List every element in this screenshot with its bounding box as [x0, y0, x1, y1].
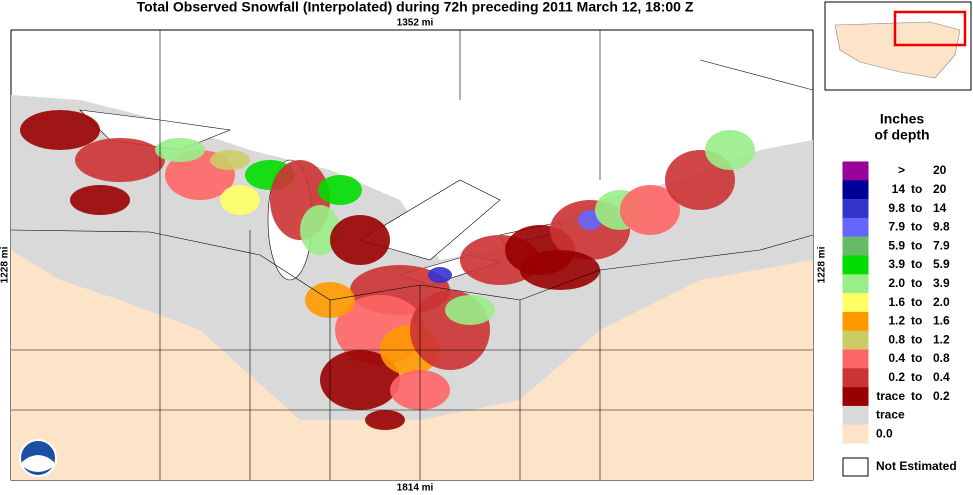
snow-areas	[20, 110, 755, 430]
snow-area	[620, 185, 680, 235]
legend-low: trace	[876, 408, 905, 422]
legend-high: 0.8	[933, 351, 950, 365]
legend-low: 7.9	[888, 220, 905, 234]
legend-swatch	[842, 405, 869, 425]
legend-high: 2.0	[933, 295, 950, 309]
legend-sep: to	[911, 220, 922, 234]
snow-area	[210, 150, 250, 170]
snow-area	[75, 138, 165, 182]
legend-low: 5.9	[888, 238, 905, 252]
legend-sep: to	[911, 257, 922, 271]
legend-high: 20	[933, 182, 947, 196]
legend-low: 1.6	[888, 295, 905, 309]
legend-swatch	[842, 349, 869, 369]
legend-swatch	[842, 255, 869, 275]
province-lines	[459, 30, 814, 180]
legend-sep: to	[911, 238, 922, 252]
snow-area	[155, 138, 205, 162]
snow-area	[70, 185, 130, 215]
legend-low: 0.2	[888, 370, 905, 384]
legend-title: of depth	[874, 127, 929, 143]
legend-sep: to	[911, 276, 922, 290]
snow-area	[330, 215, 390, 265]
legend-sep: to	[911, 370, 922, 384]
legend-high: 0.2	[933, 389, 950, 403]
legend-swatch	[842, 199, 869, 219]
legend-swatch	[842, 311, 869, 331]
legend-swatch	[842, 293, 869, 313]
borders	[10, 30, 814, 480]
legend-low: 9.8	[888, 201, 905, 215]
legend-sep: to	[911, 182, 922, 196]
map	[10, 29, 814, 481]
legend-low: 0.8	[888, 332, 905, 346]
legend-title: Inches	[880, 111, 925, 127]
state-lines	[11, 30, 813, 480]
snow-area	[20, 110, 100, 150]
legend: Inches of depth Not Estimated >20 14 to 20 9…	[842, 111, 957, 477]
inset-map	[824, 1, 972, 91]
legend-swatch	[842, 274, 869, 294]
legend-high: 5.9	[933, 257, 950, 271]
lake-huron	[359, 179, 501, 261]
legend-sep: to	[911, 332, 922, 346]
legend-high: 7.9	[933, 238, 950, 252]
left-scale: 1228 mi	[0, 246, 11, 283]
inset-us	[834, 21, 961, 79]
snow-area	[318, 175, 362, 205]
legend-low: 0.0	[876, 426, 893, 440]
snow-area	[445, 295, 495, 325]
legend-high: 1.2	[933, 332, 950, 346]
legend-sep: to	[911, 314, 922, 328]
legend-swatch	[842, 330, 869, 350]
snow-area	[705, 130, 755, 170]
legend-high: 3.9	[933, 276, 950, 290]
legend-sep: to	[911, 295, 922, 309]
legend-low: >	[898, 163, 905, 177]
legend-low: 14	[892, 182, 906, 196]
legend-swatch	[842, 161, 869, 181]
legend-sep: to	[911, 351, 922, 365]
legend-swatch	[842, 387, 869, 407]
legend-swatch	[842, 457, 869, 477]
noaa-logo	[19, 439, 57, 477]
legend-swatch	[842, 217, 869, 237]
legend-low: 0.4	[888, 351, 905, 365]
snow-area	[300, 205, 340, 255]
snow-area	[220, 185, 260, 215]
snow-area	[428, 267, 452, 283]
map-title: Total Observed Snowfall (Interpolated) d…	[137, 0, 694, 15]
inset-highlight	[893, 10, 967, 47]
legend-high: 20	[933, 163, 947, 177]
legend-high: 9.8	[933, 220, 950, 234]
legend-swatch	[842, 180, 869, 200]
legend-swatch	[842, 368, 869, 388]
legend-swatch	[842, 424, 869, 444]
bottom-scale: 1814 mi	[397, 483, 434, 494]
legend-label: Not Estimated	[876, 459, 957, 473]
snow-area	[520, 250, 600, 290]
legend-high: 1.6	[933, 314, 950, 328]
legend-swatch	[842, 236, 869, 256]
legend-high: 0.4	[933, 370, 950, 384]
legend-low: 1.2	[888, 314, 905, 328]
legend-high: 14	[933, 201, 947, 215]
snow-area	[365, 410, 405, 430]
snow-area	[320, 350, 400, 410]
legend-low: 2.0	[888, 276, 905, 290]
border	[10, 229, 814, 301]
legend-sep: to	[911, 389, 922, 403]
legend-low: 3.9	[888, 257, 905, 271]
legend-sep: to	[911, 201, 922, 215]
legend-low: trace	[876, 389, 905, 403]
top-scale: 1352 mi	[397, 18, 434, 29]
right-scale: 1228 mi	[817, 246, 828, 283]
